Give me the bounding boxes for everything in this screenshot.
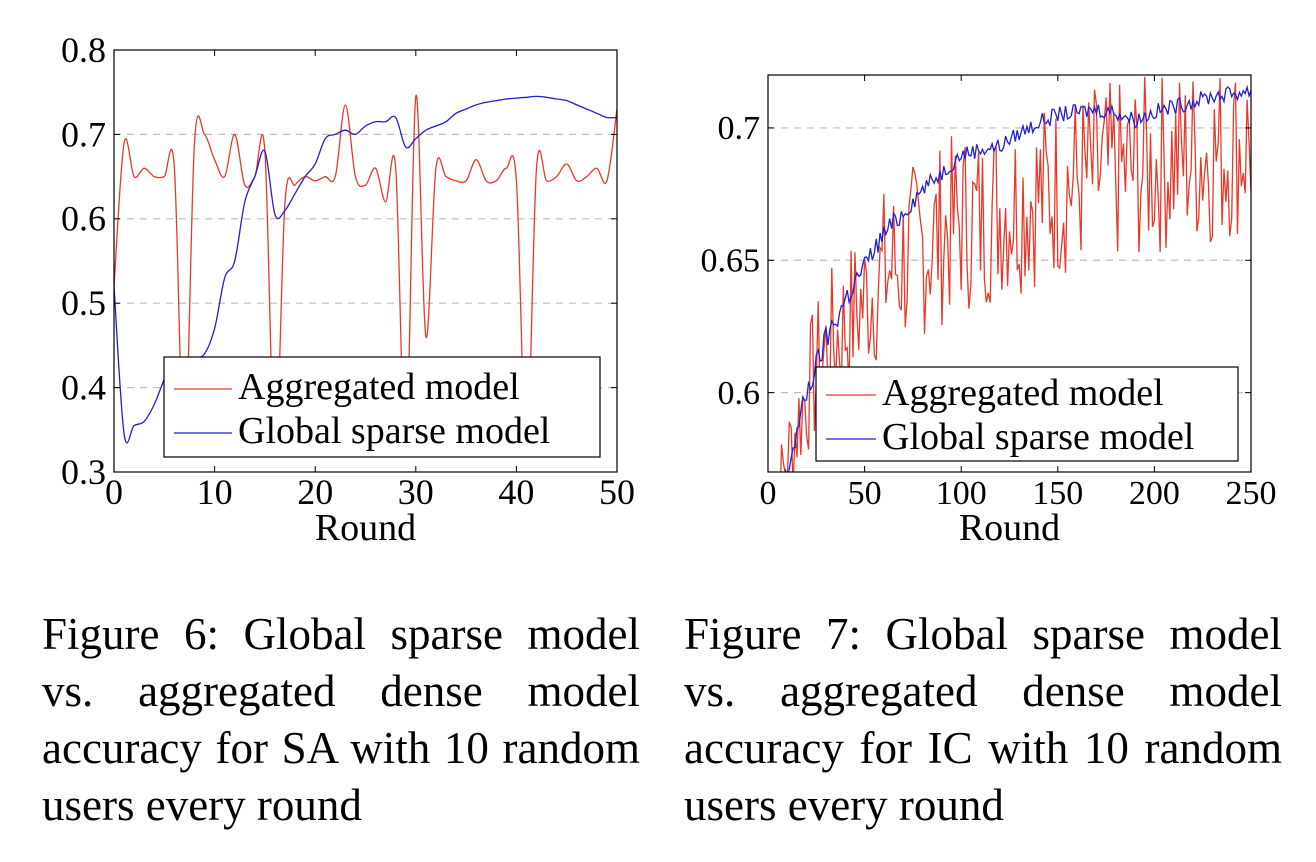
legend-box [815,366,1239,462]
y-tick-label: 0.4 [61,367,106,407]
x-tick-label: 200 [1129,475,1180,512]
x-tick-label: 10 [197,472,233,512]
legend-label: Aggregated model [238,366,520,408]
figure-7-caption: Figure 7: Global sparse model vs. aggreg… [684,609,1282,830]
x-tick-label: 100 [936,475,987,512]
y-tick-label: 0.3 [61,452,106,492]
plot-frame [767,74,1252,473]
legend-label: Global sparse model [882,416,1194,458]
series-line-aggregated-model [780,76,1251,472]
legend-label: Global sparse model [238,410,550,452]
y-tick-label: 0.65 [701,242,761,279]
y-tick-label: 0.7 [61,114,106,154]
y-tick-label: 0.5 [61,283,106,323]
y-tick-label: 0.6 [718,375,761,412]
x-axis-label: Round [959,507,1060,549]
y-tick-label: 0.8 [61,30,106,70]
x-tick-label: 50 [848,475,882,512]
x-tick-label: 30 [398,472,434,512]
x-tick-label: 20 [297,472,333,512]
series-line-global-sparse-model [784,84,1251,472]
x-tick-label: 0 [105,472,123,512]
figure-6-caption: Figure 6: Global sparse model vs. aggreg… [42,609,640,830]
x-tick-label: 40 [498,472,534,512]
x-tick-label: 50 [599,472,635,512]
x-tick-label: 150 [1032,475,1083,512]
legend-label: Aggregated model [882,372,1164,414]
y-tick-label: 0.7 [718,110,761,147]
plot-frame [113,49,618,473]
legend-box [163,356,601,458]
y-tick-label: 0.6 [61,199,106,239]
x-tick-label: 0 [760,475,777,512]
x-tick-label: 250 [1226,475,1277,512]
x-axis-label: Round [315,507,416,549]
